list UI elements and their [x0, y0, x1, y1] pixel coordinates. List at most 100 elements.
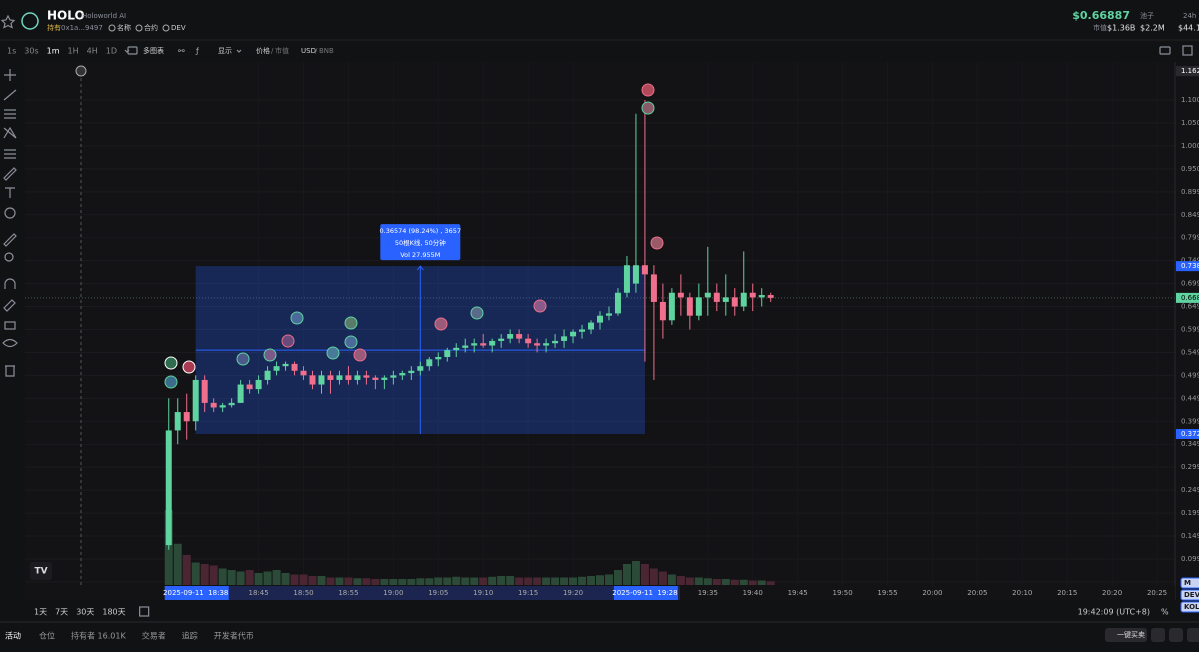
marker[interactable] [326, 346, 340, 360]
marker[interactable] [263, 348, 277, 362]
text-tool[interactable] [5, 187, 15, 198]
marker[interactable] [641, 83, 655, 97]
price-mode[interactable]: 价格 [256, 46, 270, 55]
line-tool[interactable] [3, 89, 17, 101]
footer-tab[interactable]: 交易者 [142, 631, 166, 641]
header-link[interactable]: 合约 [144, 23, 158, 32]
interval[interactable]: 1m [47, 47, 60, 56]
badge[interactable] [1180, 577, 1199, 589]
marker[interactable] [290, 311, 304, 325]
marker[interactable] [236, 352, 250, 366]
crosshair-tool[interactable] [4, 69, 16, 81]
footer-tab[interactable]: 活动 [5, 631, 21, 641]
pool-label: 池子 [1140, 11, 1154, 20]
crosshair-handle[interactable] [75, 65, 87, 77]
footer-tab[interactable]: 开发者代币 [214, 631, 254, 641]
channel-tool[interactable] [4, 109, 16, 119]
candle-body [740, 292, 747, 307]
cap-mode[interactable]: 市值 [275, 46, 289, 55]
lock-draw-tool[interactable] [3, 299, 16, 312]
footer-tab[interactable]: 追踪 [182, 631, 198, 641]
badge[interactable] [1180, 589, 1199, 601]
candle-body [489, 340, 496, 346]
footer-icon[interactable] [1151, 628, 1165, 642]
marker[interactable] [164, 375, 178, 389]
price-label-box [1176, 261, 1199, 272]
quick-trade-button[interactable] [1105, 628, 1147, 642]
marker[interactable] [182, 360, 196, 374]
candle-body [767, 295, 774, 298]
marker[interactable] [344, 316, 358, 330]
marker[interactable] [353, 348, 367, 362]
interval[interactable]: 1H [68, 47, 79, 56]
delete-tool[interactable] [5, 365, 15, 377]
marker[interactable] [533, 299, 547, 313]
star-icon[interactable] [0, 14, 16, 29]
marker[interactable] [641, 101, 655, 115]
volume-bar [416, 578, 425, 585]
date-picker-icon[interactable] [139, 606, 150, 617]
measure-tooltip [380, 224, 461, 261]
y-tick-label: 0.1999 [1181, 509, 1199, 517]
interval[interactable]: 30s [24, 47, 38, 56]
separator: / [315, 47, 318, 55]
y-tick-label: 0.0999 [1181, 555, 1199, 563]
visibility-tool[interactable] [2, 338, 18, 348]
footer-icon[interactable] [1187, 628, 1199, 642]
ruler-tool[interactable] [3, 233, 17, 247]
volume-bar [730, 579, 739, 585]
fullscreen-icon[interactable] [1182, 45, 1193, 56]
fib-tool[interactable] [4, 149, 16, 159]
zoom-tool[interactable] [4, 252, 14, 262]
header-link[interactable]: DEV [171, 24, 186, 32]
pattern-tool[interactable] [3, 126, 17, 139]
header-link[interactable]: 名称 [117, 23, 131, 32]
candle-body [722, 297, 729, 302]
quote[interactable]: USD [301, 47, 316, 55]
marker[interactable] [650, 236, 664, 250]
separator: / [271, 47, 274, 55]
badge[interactable] [1180, 601, 1199, 613]
badge-text: KOL [1184, 603, 1199, 611]
marker[interactable] [344, 335, 358, 349]
time-label: 2025-09-11 19:28 [612, 589, 677, 597]
candle-body [677, 292, 684, 298]
magnet-tool[interactable] [4, 278, 16, 289]
marker[interactable] [434, 317, 448, 331]
range-button[interactable]: 7天 [55, 608, 68, 617]
address[interactable]: 0x1a...9497 [61, 24, 103, 32]
marker[interactable] [164, 356, 178, 370]
display[interactable]: 显示 [218, 47, 232, 55]
multi-chart[interactable]: 多图表 [143, 46, 164, 55]
marker[interactable] [470, 306, 484, 320]
percent-toggle[interactable]: % [1161, 608, 1169, 617]
candle-body [174, 412, 181, 431]
x-tick-label: 18:45 [249, 589, 269, 597]
emoji-tool[interactable] [4, 207, 16, 219]
lock-tool[interactable] [4, 321, 16, 330]
volume-bar [524, 577, 533, 585]
footer-tab[interactable]: 仓位 [39, 631, 55, 641]
y-tick-label: 0.6999 [1181, 280, 1199, 288]
candle-body [372, 377, 379, 380]
fx-icon[interactable]: ƒ [195, 47, 199, 56]
interval[interactable]: 4H [87, 47, 98, 56]
range-button[interactable]: 180天 [102, 608, 125, 617]
volume-bar [452, 576, 461, 585]
range-button[interactable]: 1天 [34, 608, 47, 617]
indicator-icon[interactable]: ⚯ [178, 47, 185, 56]
camera-icon[interactable] [1159, 46, 1171, 55]
interval[interactable]: 1D [106, 47, 117, 56]
footer-tab[interactable]: 持有者 16.01K [71, 631, 126, 641]
multi-chart-icon[interactable] [127, 46, 138, 55]
footer-icon[interactable] [1169, 628, 1183, 642]
volume-bar [604, 574, 613, 585]
candle-body [183, 412, 190, 422]
range-button[interactable]: 30天 [76, 608, 94, 617]
brush-tool[interactable] [3, 167, 17, 181]
candle-body [713, 292, 720, 302]
marker[interactable] [281, 334, 295, 348]
candle-body [659, 301, 666, 321]
base[interactable]: BNB [319, 47, 334, 55]
interval[interactable]: 1s [7, 47, 16, 56]
